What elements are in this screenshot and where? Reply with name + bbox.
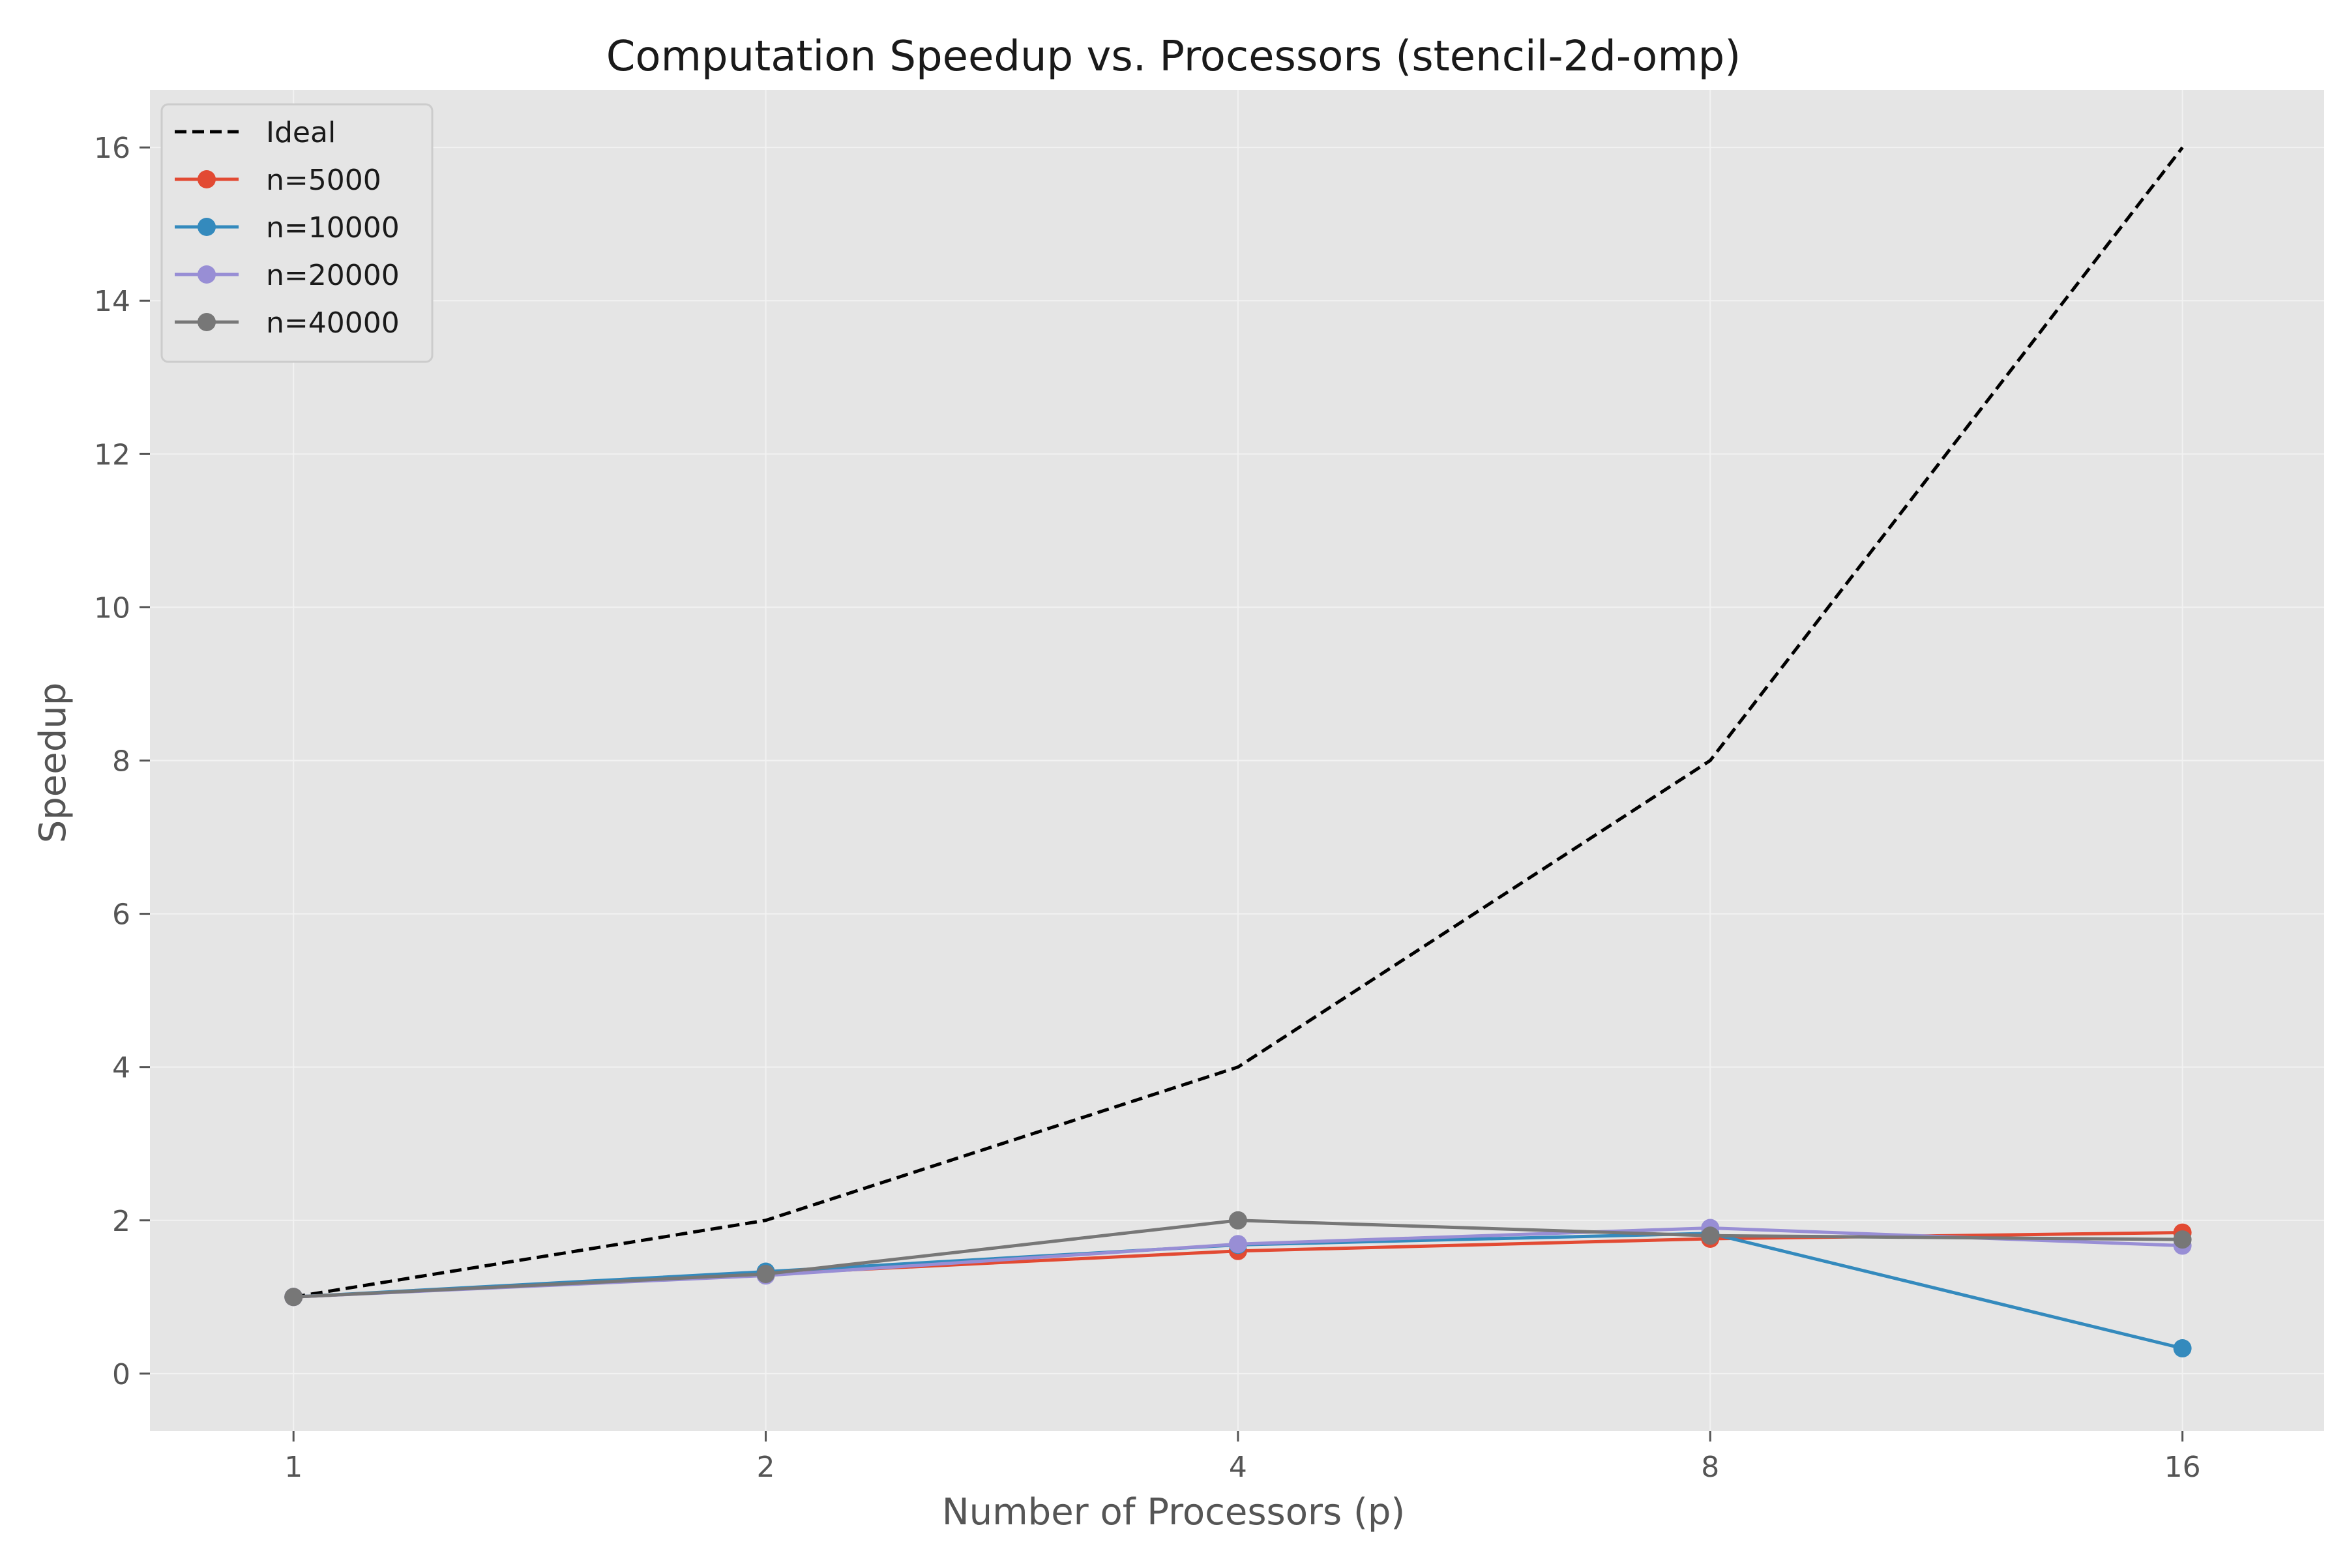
series-line-ideal xyxy=(293,146,2184,1299)
x-axis-ticks: 1 2 4 8 16 xyxy=(284,1431,2201,1484)
data-point-n-40000 xyxy=(284,1288,303,1307)
x-tick-label: 16 xyxy=(2164,1451,2201,1484)
y-tick-label: 16 xyxy=(94,132,130,165)
y-tick-label: 14 xyxy=(94,285,130,318)
data-point-n-40000 xyxy=(2173,1230,2192,1249)
data-point-n-40000 xyxy=(1701,1226,1720,1245)
data-point-n-20000 xyxy=(1228,1235,1247,1254)
legend-swatch-marker xyxy=(198,265,216,284)
y-tick-label: 10 xyxy=(94,591,130,625)
legend-item-n-10000: n=10000 xyxy=(175,211,400,244)
x-tick-label: 1 xyxy=(284,1451,303,1484)
data-point-n-40000 xyxy=(1228,1211,1247,1230)
legend-swatch-marker xyxy=(198,313,216,331)
y-axis-ticks: 0 2 4 6 8 10 12 14 16 xyxy=(94,132,150,1391)
y-axis-label: Speedup xyxy=(32,683,74,844)
legend-box xyxy=(160,103,434,363)
series-group xyxy=(284,146,2192,1358)
legend-label: Ideal xyxy=(266,116,336,149)
y-tick-label: 8 xyxy=(112,745,130,778)
y-tick-label: 12 xyxy=(94,438,130,471)
x-tick-label: 8 xyxy=(1701,1451,1719,1484)
legend-label: n=40000 xyxy=(266,306,400,340)
legend-swatch-marker xyxy=(198,170,216,188)
x-tick-label: 2 xyxy=(757,1451,775,1484)
legend: Ideal n=5000 n=10000 n=20000 n=40000 xyxy=(160,103,434,363)
x-axis-label: Number of Processors (p) xyxy=(942,1491,1405,1533)
legend-swatch-marker xyxy=(198,218,216,236)
chart-title: Computation Speedup vs. Processors (sten… xyxy=(606,33,1741,81)
legend-label: n=20000 xyxy=(266,259,400,292)
y-tick-label: 6 xyxy=(112,898,130,932)
legend-item-n-40000: n=40000 xyxy=(175,306,400,340)
y-tick-label: 4 xyxy=(112,1052,130,1085)
y-tick-label: 2 xyxy=(112,1205,130,1238)
x-tick-label: 4 xyxy=(1229,1451,1247,1484)
y-tick-label: 0 xyxy=(112,1358,130,1391)
legend-item-n-5000: n=5000 xyxy=(175,164,381,197)
legend-item-ideal: Ideal xyxy=(175,116,336,149)
data-point-n-10000 xyxy=(2173,1339,2192,1358)
legend-label: n=10000 xyxy=(266,211,400,244)
data-point-n-40000 xyxy=(756,1265,775,1284)
legend-label: n=5000 xyxy=(266,164,381,197)
legend-item-n-20000: n=20000 xyxy=(175,259,400,292)
